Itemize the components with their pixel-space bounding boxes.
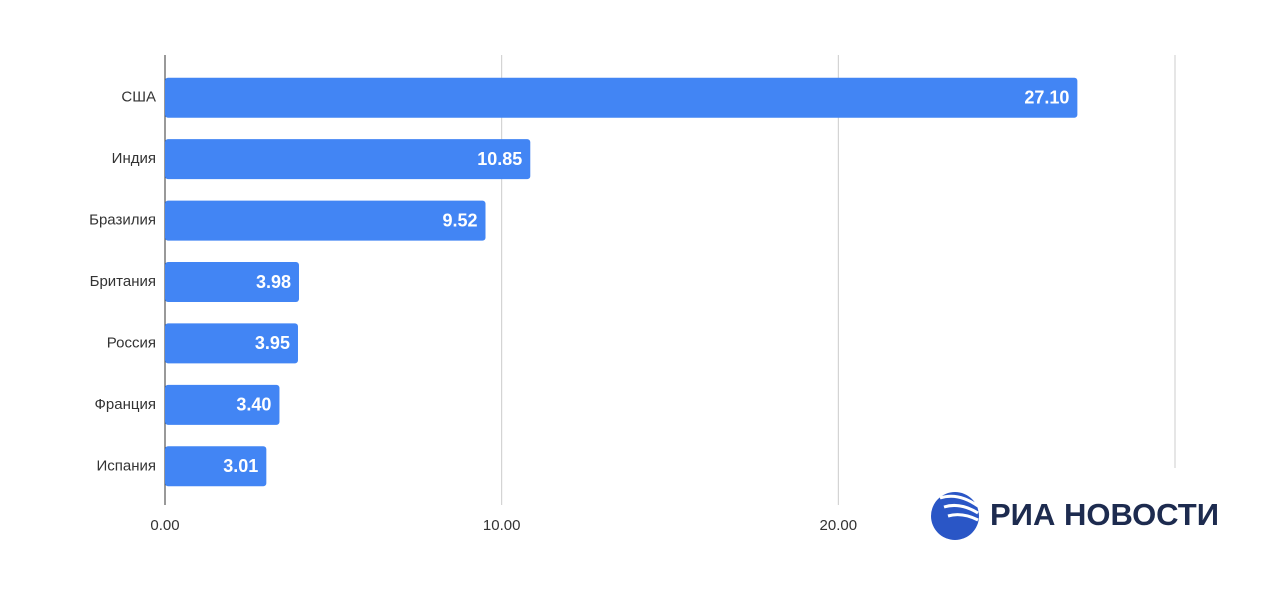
- value-label: 3.98: [256, 272, 291, 292]
- x-tick-label: 20.00: [820, 517, 858, 534]
- y-tick-label: Британия: [90, 273, 156, 290]
- value-label: 10.85: [477, 149, 522, 169]
- bar: [165, 139, 531, 180]
- x-tick-label: 10.00: [483, 517, 521, 534]
- logo-icon: [931, 492, 979, 540]
- y-tick-label: Индия: [112, 150, 156, 167]
- plot: 0.00 10.00 20.00 США 27.10 Индия 10.85 Бразилия…: [89, 55, 1176, 534]
- value-label: 3.40: [236, 395, 271, 415]
- bar: [165, 200, 486, 241]
- x-tick-label: 0.00: [150, 517, 179, 534]
- y-tick-label: Бразилия: [89, 212, 156, 229]
- bar: [165, 384, 280, 425]
- bar: [165, 262, 299, 302]
- bar: [165, 446, 267, 487]
- y-tick-label: Франция: [95, 396, 156, 413]
- y-tick-label: США: [121, 89, 156, 106]
- y-tick-label: Испания: [96, 457, 156, 474]
- value-label: 27.10: [1024, 87, 1069, 107]
- logo-text: РИА НОВОСТИ: [990, 497, 1219, 532]
- value-label: 3.01: [223, 456, 258, 476]
- bar: [165, 323, 298, 364]
- y-tick-label: Россия: [107, 334, 156, 351]
- value-label: 3.95: [255, 333, 290, 353]
- value-label: 9.52: [442, 210, 477, 230]
- bar: [165, 77, 1078, 118]
